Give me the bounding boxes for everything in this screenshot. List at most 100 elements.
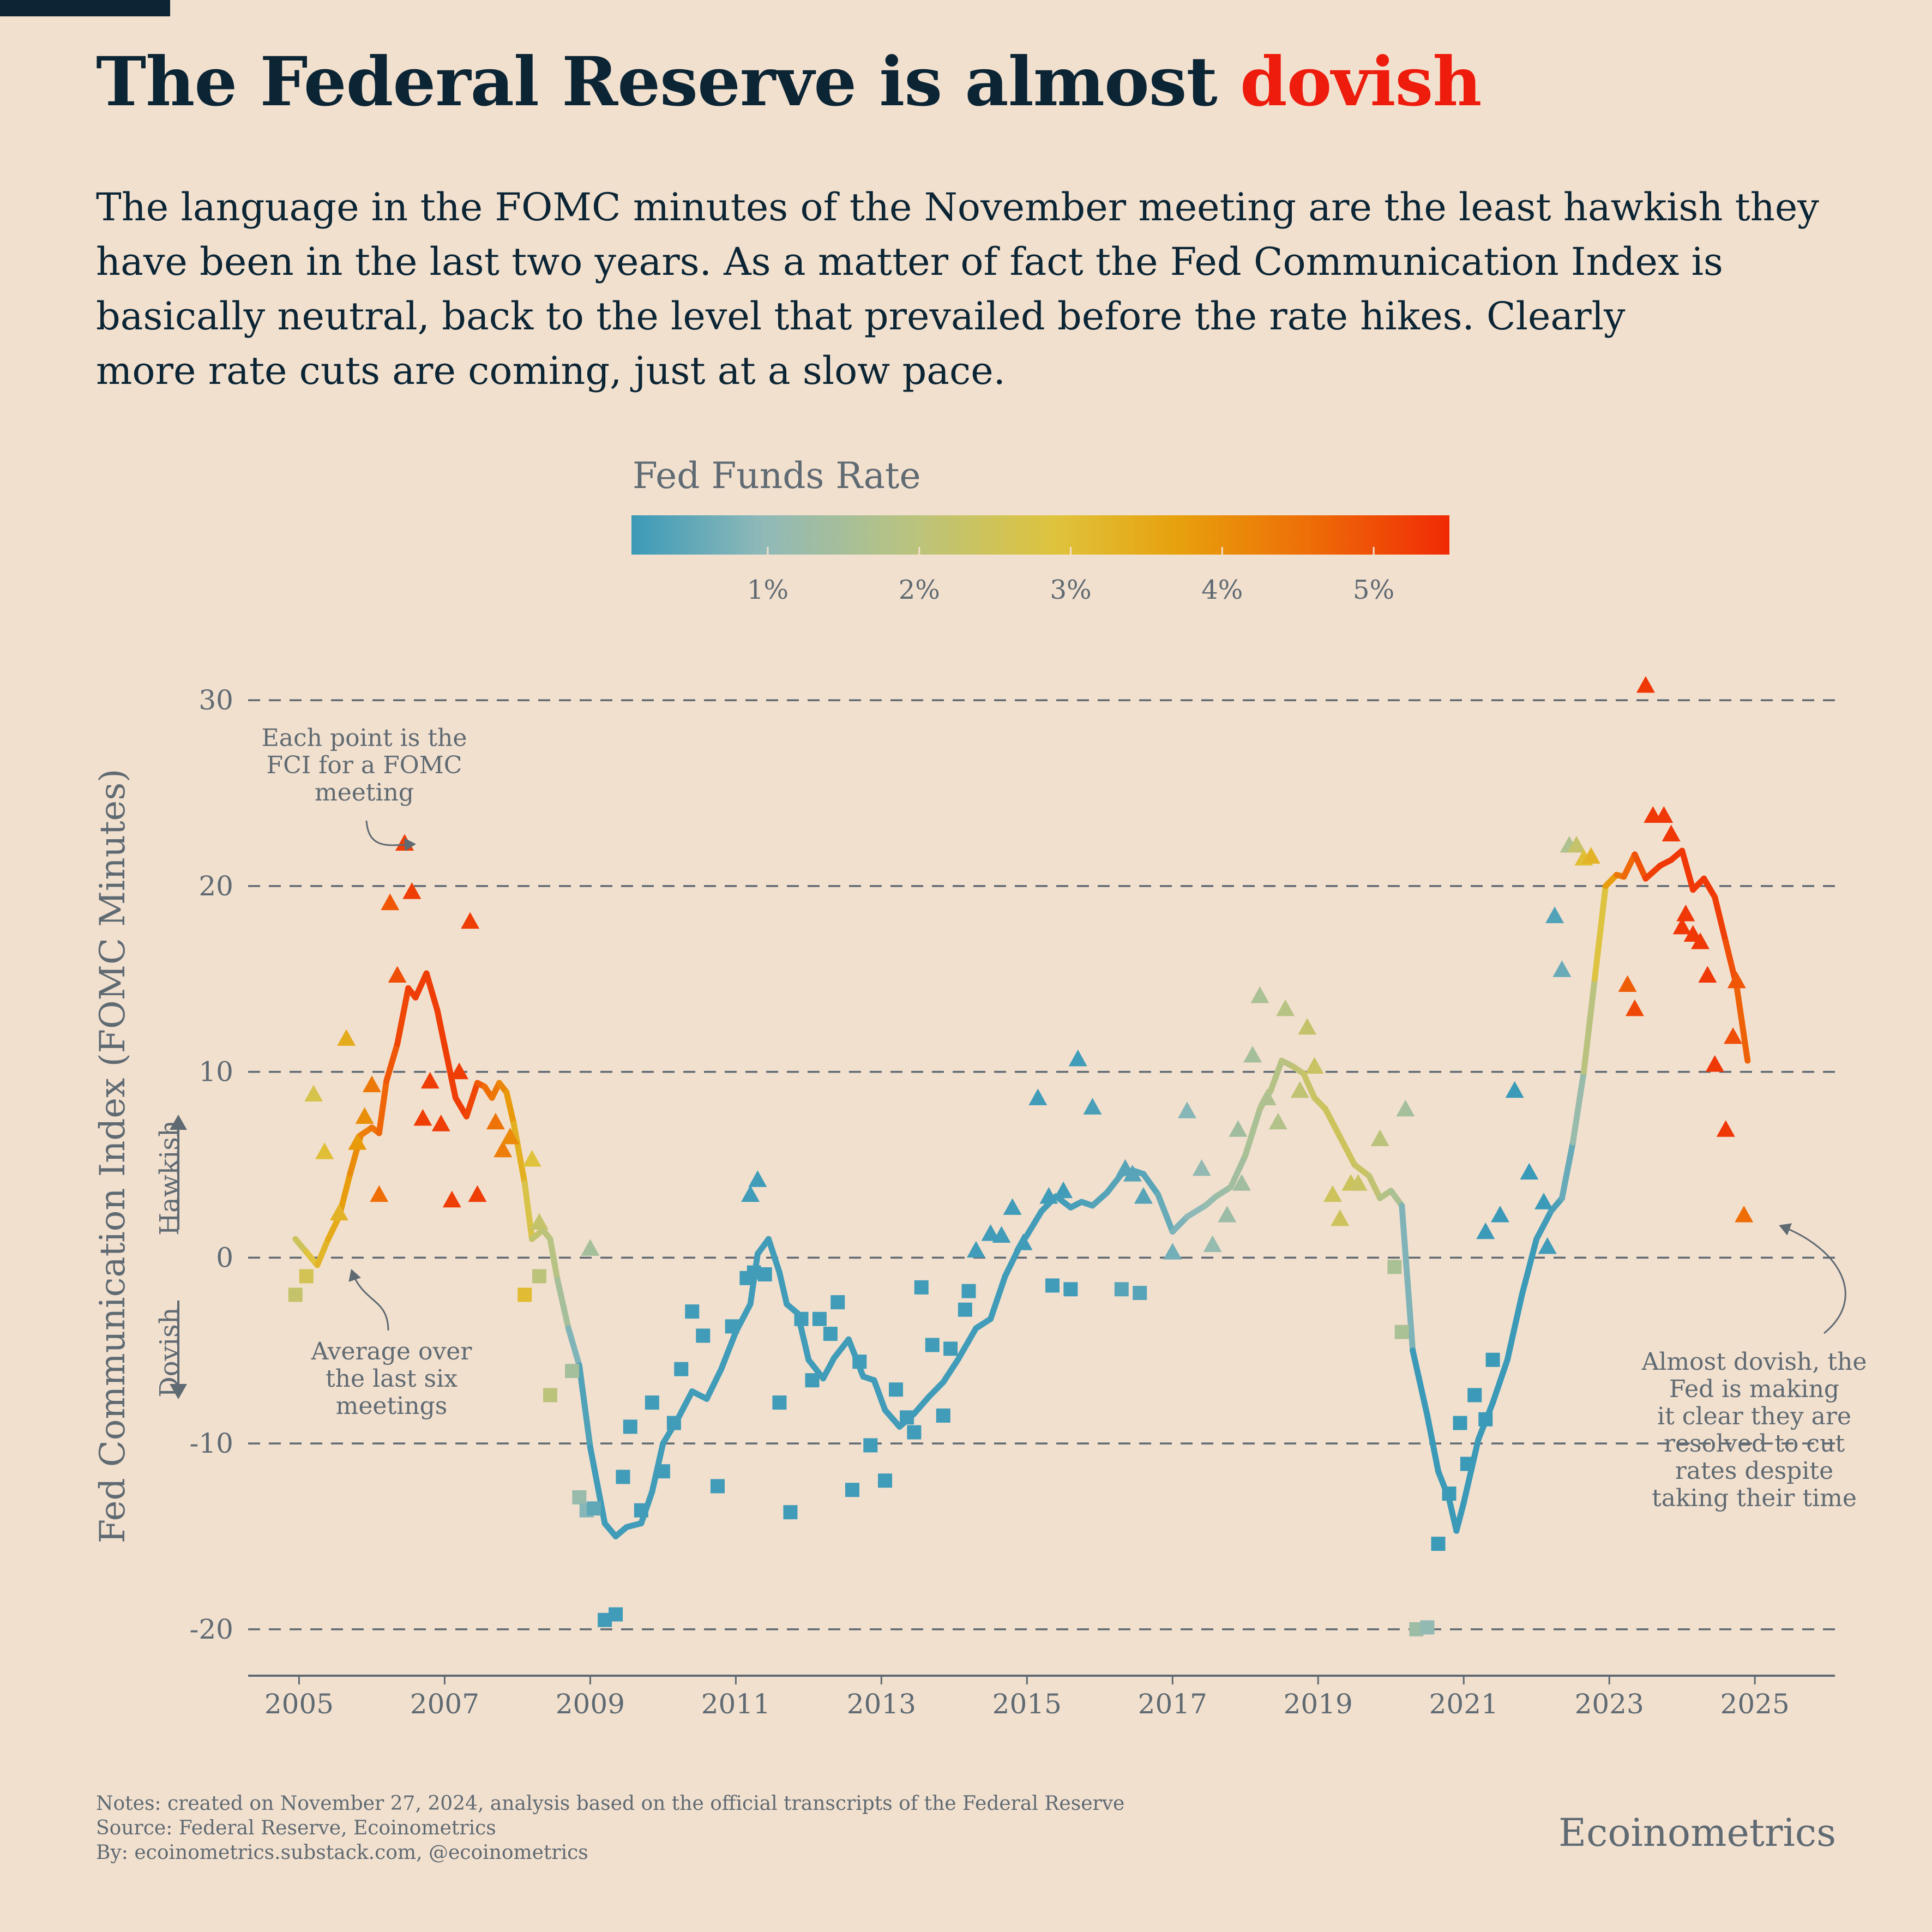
x-tick-label: 2009 <box>556 1688 625 1720</box>
annotation-almost-dovish: Almost dovish, the Fed is making it clea… <box>1641 1348 1867 1512</box>
meeting-point-dovish <box>1478 1412 1493 1427</box>
meeting-point-dovish <box>805 1373 820 1388</box>
average-line-segment <box>1399 1202 1416 1354</box>
title-main: The Federal Reserve is almost <box>96 43 1240 122</box>
meeting-point-dovish <box>1063 1282 1078 1297</box>
meeting-point-hawkish <box>1724 1027 1743 1044</box>
meeting-point-hawkish <box>992 1226 1011 1243</box>
meeting-point-hawkish <box>1538 1237 1557 1254</box>
y-tick-label: -10 <box>189 1428 233 1459</box>
meeting-point-dovish <box>634 1503 648 1518</box>
colorbar <box>631 515 1449 555</box>
average-line-segment <box>503 1089 517 1127</box>
meeting-point-dovish <box>1387 1260 1402 1274</box>
meeting-point-dovish <box>907 1425 922 1440</box>
meeting-point-dovish <box>936 1408 950 1423</box>
average-line-segment <box>1267 1057 1285 1094</box>
meeting-point-hawkish <box>748 1170 767 1187</box>
average-line-segment <box>882 1407 903 1430</box>
meeting-point-dovish <box>1045 1278 1060 1293</box>
meeting-point-hawkish <box>1625 999 1644 1016</box>
meeting-point-hawkish <box>1581 847 1600 864</box>
average-line-segment <box>587 1444 608 1527</box>
average-line-segment <box>1388 1188 1405 1209</box>
meeting-point-hawkish <box>461 912 480 929</box>
average-line-segment <box>1569 1069 1587 1146</box>
average-line-segment <box>1301 1070 1318 1101</box>
meeting-point-hawkish <box>1192 1159 1211 1176</box>
meeting-point-hawkish <box>381 893 400 911</box>
annotation-line: FCI for a FOMC <box>267 751 462 779</box>
meeting-point-dovish <box>1133 1286 1147 1301</box>
average-line-segment <box>1351 1161 1373 1179</box>
y-tick-label: 10 <box>198 1056 233 1088</box>
average-line-segment <box>383 1040 401 1085</box>
meeting-point-dovish <box>1394 1325 1409 1339</box>
meeting-point-hawkish <box>1520 1163 1539 1180</box>
meeting-point-dovish <box>288 1287 303 1302</box>
colorbar-tick-label: 2% <box>899 575 940 605</box>
annotation-line: meetings <box>336 1392 448 1420</box>
annotation-arrow-icon <box>1779 1223 1846 1334</box>
annotation-line: Fed is making <box>1669 1375 1839 1403</box>
meeting-point-hawkish <box>966 1241 985 1258</box>
footer-notes-line: Notes: created on November 27, 2024, ana… <box>96 1792 1125 1815</box>
meeting-point-hawkish <box>1662 824 1681 842</box>
meeting-point-dovish <box>517 1287 532 1302</box>
meeting-point-hawkish <box>370 1185 389 1202</box>
meeting-point-dovish <box>696 1328 711 1343</box>
meeting-point-dovish <box>772 1395 787 1410</box>
colorbar-tick-label: 3% <box>1050 575 1091 605</box>
average-line-segment <box>911 1394 932 1417</box>
meeting-point-hawkish <box>1331 1209 1350 1226</box>
y-tick-label: -20 <box>189 1614 233 1645</box>
meeting-point-dovish <box>710 1479 725 1494</box>
meeting-point-hawkish <box>1177 1102 1196 1118</box>
average-line-segment <box>394 985 412 1047</box>
meeting-point-dovish <box>543 1388 557 1403</box>
annotation-each-point: Each point is the FCI for a FOMC meeting <box>262 724 467 806</box>
meeting-point-dovish <box>889 1382 904 1397</box>
meeting-point-hawkish <box>420 1072 440 1089</box>
average-line-segment <box>1089 1189 1110 1209</box>
annotation-arrow-icon <box>365 820 416 851</box>
meeting-point-dovish <box>565 1364 580 1379</box>
average-line-segment <box>423 970 441 1014</box>
meeting-point-dovish <box>914 1280 929 1295</box>
meeting-point-dovish <box>609 1607 623 1622</box>
average-line-segment <box>1591 883 1609 982</box>
annotation-line: Each point is the <box>262 724 467 752</box>
average-line-segment <box>988 1273 1008 1322</box>
meeting-point-hawkish <box>1276 999 1295 1016</box>
meeting-point-dovish <box>1114 1282 1129 1297</box>
average-line-segment <box>1424 1412 1441 1474</box>
annotation-line: the last six <box>326 1365 458 1393</box>
average-line-segment <box>1140 1171 1161 1197</box>
meeting-point-hawkish <box>402 882 422 899</box>
meeting-point-dovish <box>878 1473 893 1488</box>
meeting-point-hawkish <box>1290 1081 1309 1098</box>
meeting-point-hawkish <box>431 1114 450 1131</box>
meeting-point-hawkish <box>1305 1057 1324 1074</box>
meeting-point-hawkish <box>315 1142 334 1159</box>
average-line-segment <box>565 1325 582 1369</box>
average-line-segment <box>1519 1236 1540 1298</box>
average-line-segment <box>576 1362 593 1450</box>
average-line-segment <box>1460 1436 1482 1506</box>
meeting-point-dovish <box>616 1470 630 1484</box>
subtitle: The language in the FOMC minutes of the … <box>96 180 1895 398</box>
average-line-segment <box>954 1325 979 1363</box>
meeting-point-hawkish <box>981 1224 1000 1241</box>
meeting-point-hawkish <box>1257 1088 1277 1105</box>
x-tick-label: 2021 <box>1429 1688 1498 1720</box>
average-line-segment <box>765 1236 783 1276</box>
meeting-point-hawkish <box>1123 1164 1142 1182</box>
meeting-markers <box>288 676 1754 1636</box>
meeting-point-hawkish <box>741 1185 760 1202</box>
average-line-segment <box>776 1269 790 1308</box>
meeting-point-hawkish <box>1218 1205 1237 1223</box>
meeting-point-dovish <box>823 1327 838 1341</box>
average-line-segment <box>805 1357 827 1382</box>
